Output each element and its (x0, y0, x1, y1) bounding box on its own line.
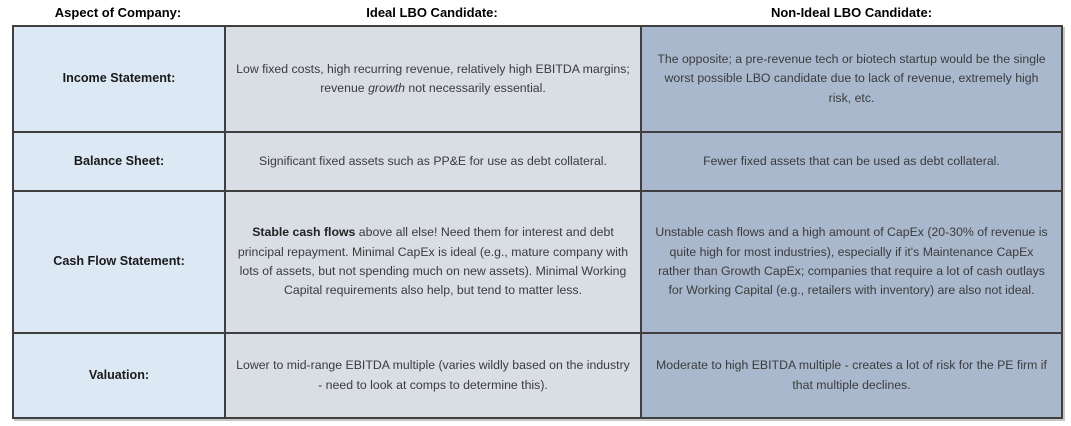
aspect-cell: Income Statement: (14, 27, 226, 133)
non-ideal-cell-content: Unstable cash flows and a high amount of… (652, 223, 1051, 301)
ideal-cell-content: Lower to mid-range EBITDA multiple (vari… (236, 356, 630, 395)
cell-text: Unstable cash flows and a high amount of… (655, 225, 1048, 298)
aspect-label: Cash Flow Statement: (53, 254, 185, 269)
cell-text: Low fixed costs, high recurring revenue,… (236, 61, 630, 95)
non-ideal-candidate-cell: The opposite; a pre-revenue tech or biot… (642, 27, 1061, 133)
ideal-cell-content: Low fixed costs, high recurring revenue,… (236, 60, 630, 99)
aspect-label: Income Statement: (62, 71, 176, 86)
ideal-cell-content: Stable cash flows above all else! Need t… (236, 223, 630, 301)
aspect-label: Balance Sheet: (73, 153, 165, 168)
aspect-cell: Valuation: (14, 334, 226, 417)
ideal-candidate-cell: Stable cash flows above all else! Need t… (226, 192, 642, 334)
cell-text: Lower to mid-range EBITDA multiple (vari… (236, 358, 630, 392)
non-ideal-candidate-cell: Fewer fixed assets that can be used as d… (642, 133, 1061, 192)
cell-text: above all else! Need them for interest a… (237, 225, 629, 298)
non-ideal-cell-content: Fewer fixed assets that can be used as d… (703, 152, 1000, 171)
column-headers: Aspect of Company: Ideal LBO Candidate: … (12, 0, 1063, 25)
lbo-comparison-table: Income Statement: Low fixed costs, high r… (12, 25, 1063, 419)
aspect-label: Valuation: (88, 367, 150, 382)
cell-text: not necessarily essential. (404, 81, 546, 95)
ideal-cell-content: Significant fixed assets such as PP&E fo… (259, 152, 607, 171)
column-header-non-ideal: Non-Ideal LBO Candidate: (770, 5, 933, 20)
column-header-ideal: Ideal LBO Candidate: (366, 5, 498, 20)
non-ideal-candidate-cell: Unstable cash flows and a high amount of… (642, 192, 1061, 334)
cell-text: growth (368, 81, 405, 95)
cell-text: Moderate to high EBITDA multiple - creat… (656, 358, 1047, 392)
cell-text: The opposite; a pre-revenue tech or biot… (657, 51, 1046, 105)
aspect-cell: Balance Sheet: (14, 133, 226, 192)
cell-text: Stable cash flows (252, 225, 356, 240)
cell-text: Significant fixed assets such as PP&E fo… (259, 153, 607, 168)
non-ideal-cell-content: The opposite; a pre-revenue tech or biot… (652, 50, 1051, 108)
ideal-candidate-cell: Lower to mid-range EBITDA multiple (vari… (226, 334, 642, 417)
non-ideal-cell-content: Moderate to high EBITDA multiple - creat… (652, 356, 1051, 395)
non-ideal-candidate-cell: Moderate to high EBITDA multiple - creat… (642, 334, 1061, 417)
ideal-candidate-cell: Low fixed costs, high recurring revenue,… (226, 27, 642, 133)
cell-text: Fewer fixed assets that can be used as d… (703, 153, 1000, 168)
aspect-cell: Cash Flow Statement: (14, 192, 226, 334)
ideal-candidate-cell: Significant fixed assets such as PP&E fo… (226, 133, 642, 192)
column-header-aspect: Aspect of Company: (54, 5, 182, 20)
